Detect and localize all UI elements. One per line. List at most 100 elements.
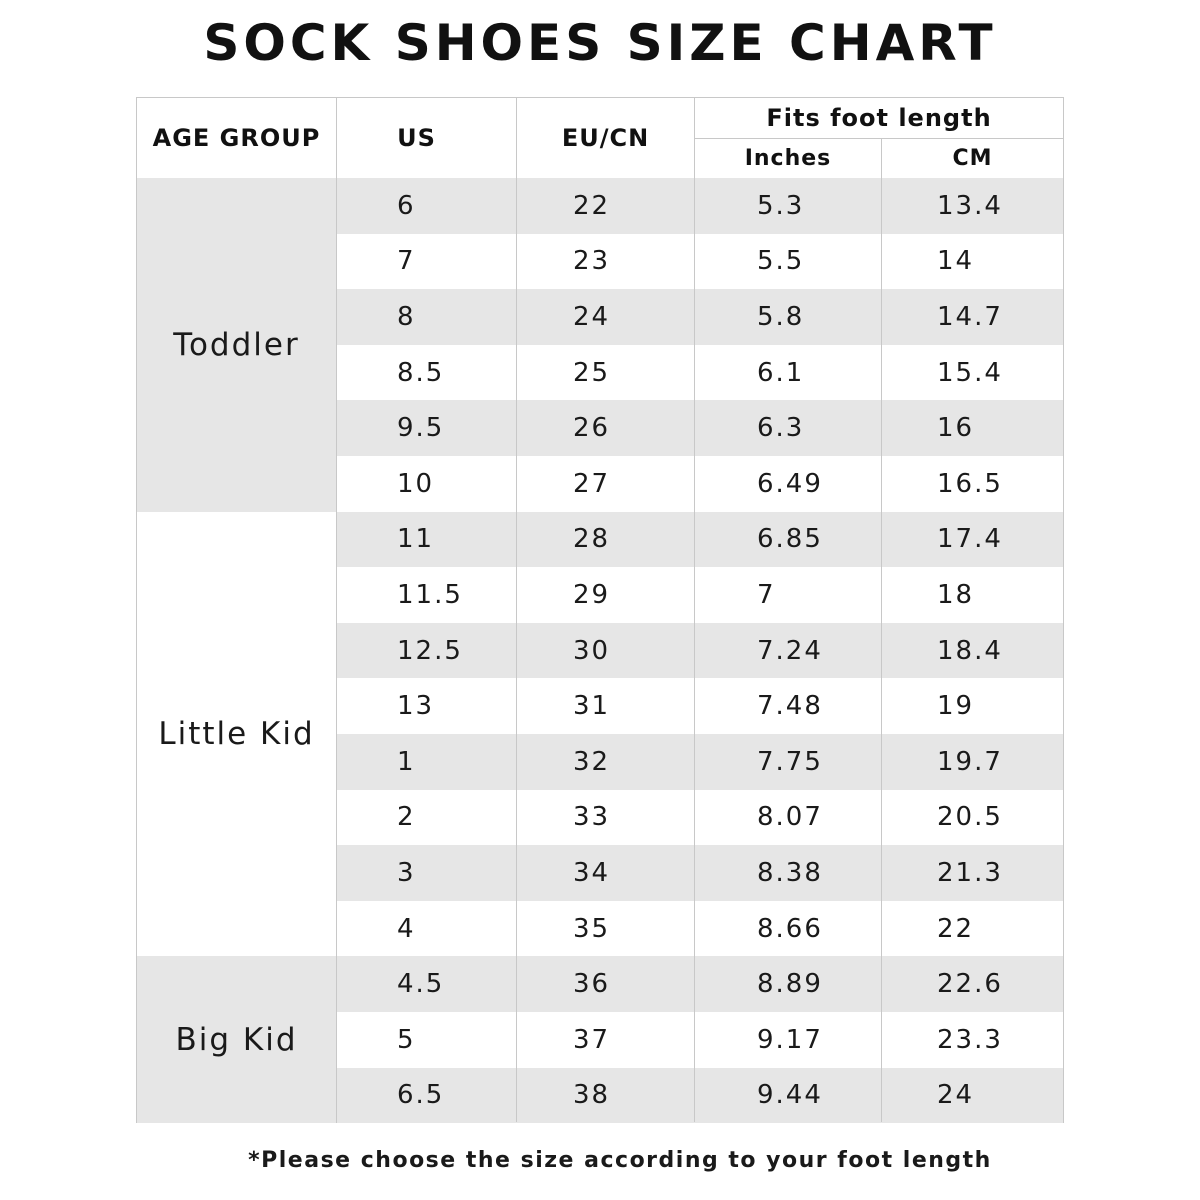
cell-cm: 18.4 bbox=[937, 635, 1003, 666]
cell-inches: 5.8 bbox=[757, 301, 805, 332]
cell-eu-cn: 24 bbox=[573, 301, 611, 332]
cell-cm: 23.3 bbox=[937, 1024, 1003, 1055]
cell-eu-cn: 31 bbox=[573, 691, 611, 722]
table-row: 6 22 5.3 13.4 bbox=[337, 178, 1063, 234]
table-row: 13 31 7.48 19 bbox=[337, 678, 1063, 734]
table-row: 4.5 36 8.89 22.6 bbox=[337, 956, 1063, 1012]
cell-us: 13 bbox=[397, 691, 435, 722]
cell-us: 7 bbox=[397, 246, 416, 277]
cell-us: 6.5 bbox=[397, 1080, 445, 1111]
cell-eu-cn: 27 bbox=[573, 468, 611, 499]
cell-cm: 18 bbox=[937, 579, 975, 610]
cell-eu-cn: 29 bbox=[573, 579, 611, 610]
cell-eu-cn: 32 bbox=[573, 746, 611, 777]
cell-us: 11 bbox=[397, 524, 435, 555]
cell-eu-cn: 35 bbox=[573, 913, 611, 944]
table-header: AGE GROUP US EU/CN Fits foot length Inch… bbox=[137, 98, 1063, 179]
age-group-1: Little Kid bbox=[137, 511, 336, 957]
cell-inches: 6.49 bbox=[757, 468, 823, 499]
table-row: 1 32 7.75 19.7 bbox=[337, 734, 1063, 790]
cell-cm: 21.3 bbox=[937, 857, 1003, 888]
age-group-0: Toddler bbox=[137, 178, 336, 512]
cell-cm: 15.4 bbox=[937, 357, 1003, 388]
cell-inches: 6.3 bbox=[757, 413, 805, 444]
page-title: SOCK SHOES SIZE CHART bbox=[203, 14, 997, 72]
table-row: 3 34 8.38 21.3 bbox=[337, 845, 1063, 901]
cell-inches: 5.5 bbox=[757, 246, 805, 277]
cell-eu-cn: 26 bbox=[573, 413, 611, 444]
cell-us: 8 bbox=[397, 301, 416, 332]
cell-us: 10 bbox=[397, 468, 435, 499]
cell-cm: 19 bbox=[937, 691, 975, 722]
cell-us: 6 bbox=[397, 190, 416, 221]
cell-eu-cn: 34 bbox=[573, 857, 611, 888]
cell-eu-cn: 37 bbox=[573, 1024, 611, 1055]
age-group-2: Big Kid bbox=[137, 956, 336, 1124]
cell-inches: 8.89 bbox=[757, 969, 823, 1000]
table-row: 11 28 6.85 17.4 bbox=[337, 511, 1063, 568]
cell-cm: 24 bbox=[937, 1080, 975, 1111]
cell-us: 2 bbox=[397, 802, 416, 833]
header-us: US bbox=[397, 124, 436, 152]
cell-eu-cn: 36 bbox=[573, 969, 611, 1000]
cell-cm: 16.5 bbox=[937, 468, 1003, 499]
cell-cm: 17.4 bbox=[937, 524, 1003, 555]
table-row: 7 23 5.5 14 bbox=[337, 233, 1063, 290]
cell-eu-cn: 28 bbox=[573, 524, 611, 555]
header-inches: Inches bbox=[744, 146, 832, 171]
cell-us: 8.5 bbox=[397, 357, 445, 388]
cell-cm: 22 bbox=[937, 913, 975, 944]
cell-eu-cn: 30 bbox=[573, 635, 611, 666]
age-group-label: Toddler bbox=[173, 326, 300, 363]
header-eu-cn: EU/CN bbox=[561, 124, 650, 152]
cell-cm: 16 bbox=[937, 413, 975, 444]
cell-inches: 9.17 bbox=[757, 1024, 823, 1055]
header-cm: CM bbox=[952, 146, 993, 171]
table-row: 2 33 8.07 20.5 bbox=[337, 789, 1063, 846]
cell-eu-cn: 22 bbox=[573, 190, 611, 221]
cell-cm: 13.4 bbox=[937, 190, 1003, 221]
table-row: 12.5 30 7.24 18.4 bbox=[337, 622, 1063, 679]
cell-inches: 8.38 bbox=[757, 857, 823, 888]
size-chart-table: AGE GROUP US EU/CN Fits foot length Inch… bbox=[136, 97, 1064, 1124]
cell-us: 5 bbox=[397, 1024, 416, 1055]
cell-inches: 8.66 bbox=[757, 913, 823, 944]
cell-cm: 20.5 bbox=[937, 802, 1003, 833]
cell-inches: 9.44 bbox=[757, 1080, 823, 1111]
cell-inches: 7.75 bbox=[757, 746, 823, 777]
cell-us: 3 bbox=[397, 857, 416, 888]
cell-inches: 7 bbox=[757, 579, 776, 610]
table-row: 5 37 9.17 23.3 bbox=[337, 1012, 1063, 1068]
column-divider bbox=[694, 98, 695, 1122]
column-divider bbox=[881, 178, 882, 1122]
cell-us: 11.5 bbox=[397, 579, 463, 610]
cell-inches: 7.24 bbox=[757, 635, 823, 666]
column-divider bbox=[336, 98, 337, 1122]
header-age-group: AGE GROUP bbox=[152, 124, 321, 152]
cell-inches: 8.07 bbox=[757, 802, 823, 833]
cell-cm: 14.7 bbox=[937, 301, 1003, 332]
cell-eu-cn: 38 bbox=[573, 1080, 611, 1111]
table-row: 10 27 6.49 16.5 bbox=[337, 456, 1063, 512]
cell-inches: 6.85 bbox=[757, 524, 823, 555]
table-row: 8.5 25 6.1 15.4 bbox=[337, 344, 1063, 401]
cell-inches: 5.3 bbox=[757, 190, 805, 221]
column-divider bbox=[516, 98, 517, 1122]
cell-inches: 6.1 bbox=[757, 357, 805, 388]
table-row: 4 35 8.66 22 bbox=[337, 900, 1063, 957]
header-fits-foot-length: Fits foot length bbox=[766, 104, 992, 132]
cell-cm: 14 bbox=[937, 246, 975, 277]
cell-cm: 22.6 bbox=[937, 969, 1003, 1000]
cell-us: 4.5 bbox=[397, 969, 445, 1000]
cell-us: 12.5 bbox=[397, 635, 463, 666]
table-row: 8 24 5.8 14.7 bbox=[337, 289, 1063, 345]
cell-eu-cn: 33 bbox=[573, 802, 611, 833]
header-divider bbox=[881, 139, 882, 178]
table-row: 11.5 29 7 18 bbox=[337, 567, 1063, 623]
age-group-label: Little Kid bbox=[158, 715, 315, 752]
cell-us: 1 bbox=[397, 746, 416, 777]
cell-us: 9.5 bbox=[397, 413, 445, 444]
table-row: 9.5 26 6.3 16 bbox=[337, 400, 1063, 456]
header-divider bbox=[695, 138, 1063, 139]
table-row: 6.5 38 9.44 24 bbox=[337, 1067, 1063, 1124]
